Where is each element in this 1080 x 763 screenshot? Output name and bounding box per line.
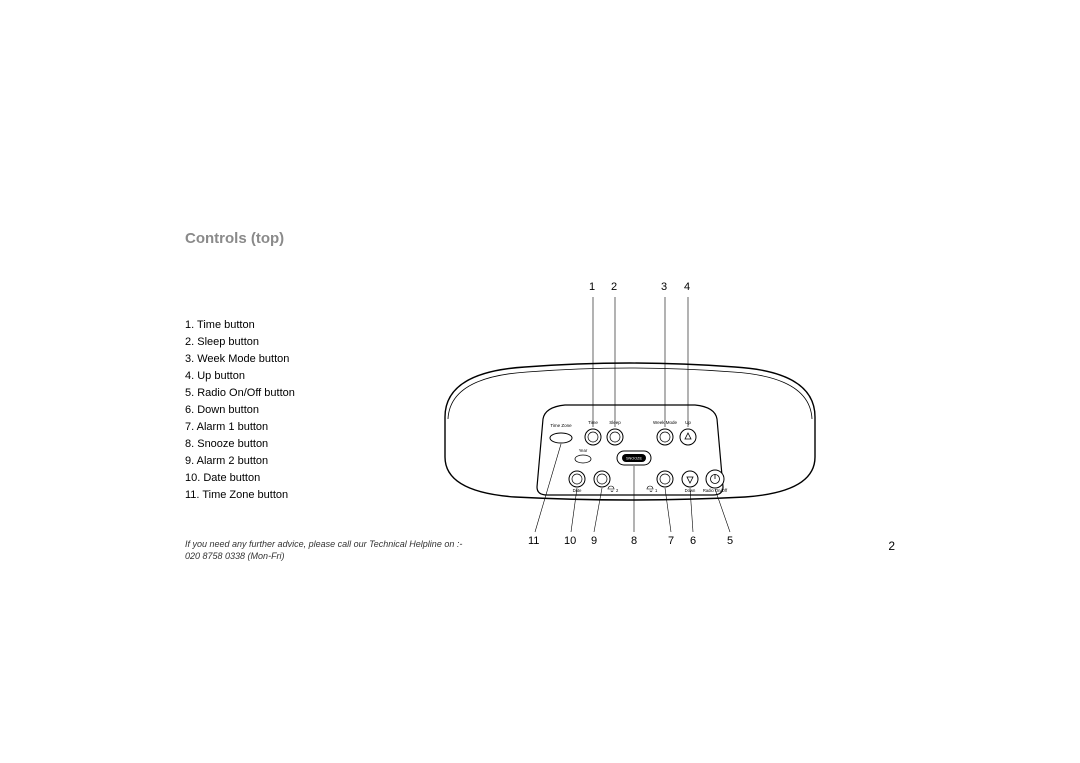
legend-item: 11. Time Zone button [185, 487, 415, 504]
device-diagram: 1234 111098765 Time Zone Time [415, 277, 895, 557]
callout-number: 4 [684, 281, 690, 293]
legend-item: 8. Snooze button [185, 436, 415, 453]
footer-line2: 020 8758 0338 (Mon-Fri) [185, 550, 905, 563]
legend-item: 7. Alarm 1 button [185, 419, 415, 436]
footer-helpline: If you need any further advice, please c… [185, 538, 905, 563]
callout-number: 2 [611, 281, 617, 293]
section-title: Controls (top) [185, 230, 905, 247]
label-year: Year [579, 448, 588, 453]
legend-item: 10. Date button [185, 470, 415, 487]
legend-item: 2. Sleep button [185, 334, 415, 351]
label-time-zone: Time Zone [550, 423, 572, 428]
legend-item: 4. Up button [185, 368, 415, 385]
callout-number: 1 [589, 281, 595, 293]
label-date: Date [573, 488, 583, 493]
legend-item: 1. Time button [185, 317, 415, 334]
legend-item: 6. Down button [185, 402, 415, 419]
callout-number: 3 [661, 281, 667, 293]
legend-item: 3. Week Mode button [185, 351, 415, 368]
device-svg: Time Zone Time Sleep Week Mode Up [415, 277, 845, 557]
label-snooze: SNOOZE [626, 457, 643, 461]
page-number: 2 [888, 539, 895, 553]
legend-item: 5. Radio On/Off button [185, 385, 415, 402]
footer-line1: If you need any further advice, please c… [185, 538, 905, 551]
controls-legend: 1. Time button 2. Sleep button 3. Week M… [185, 277, 415, 505]
legend-item: 9. Alarm 2 button [185, 453, 415, 470]
